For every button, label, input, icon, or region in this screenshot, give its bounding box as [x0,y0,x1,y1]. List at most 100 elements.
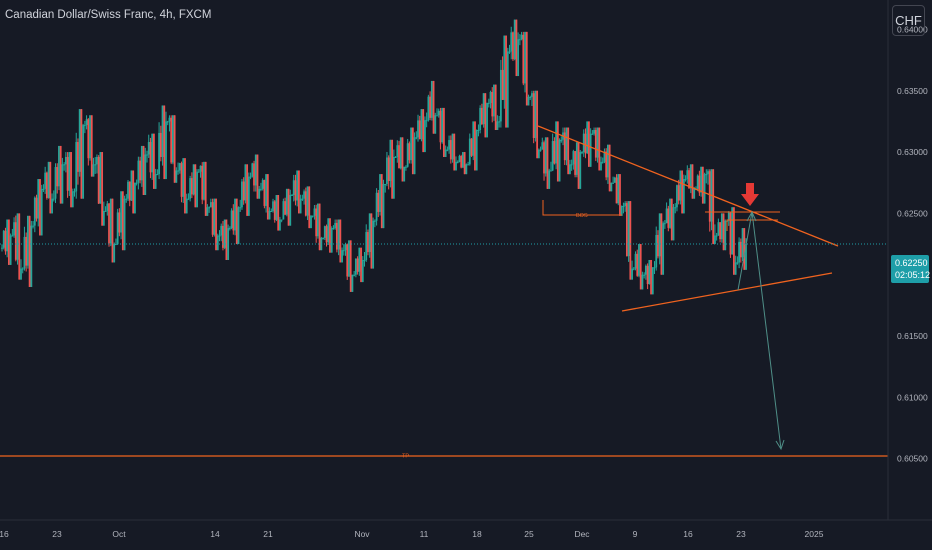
candle-body[interactable] [612,182,614,184]
candle-body[interactable] [280,219,283,221]
candle-body[interactable] [682,179,685,214]
candle-body[interactable] [332,228,335,230]
candle-body[interactable] [415,137,418,139]
candle-body[interactable] [465,164,468,175]
candle-body[interactable] [254,154,257,186]
candle-body[interactable] [14,222,17,260]
candle-body[interactable] [733,207,735,275]
candle-body[interactable] [308,186,311,229]
candle-body[interactable] [265,174,268,206]
candle-body[interactable] [627,201,630,257]
candle-body[interactable] [622,206,625,208]
candle-body[interactable] [593,130,595,134]
candle-body[interactable] [555,121,558,164]
candle-body[interactable] [16,213,19,260]
candle-body[interactable] [208,207,211,209]
candle-body[interactable] [662,223,665,275]
candle-body[interactable] [681,170,684,214]
candle-body[interactable] [270,210,273,212]
bos-line[interactable] [542,200,622,216]
candle-body[interactable] [448,140,450,150]
candle-body[interactable] [672,207,675,241]
candle-body[interactable] [643,274,646,276]
candle-body[interactable] [260,188,262,190]
candle-body[interactable] [142,145,145,195]
candle-body[interactable] [667,208,670,228]
candle-body[interactable] [624,203,627,207]
candle-body[interactable] [360,247,362,283]
candle-body[interactable] [147,142,150,155]
candle-body[interactable] [299,198,302,214]
candle-body[interactable] [470,138,473,156]
candle-body[interactable] [18,213,21,280]
candle-body[interactable] [83,125,86,127]
candle-body[interactable] [82,125,85,199]
candle-body[interactable] [149,142,152,173]
candle-body[interactable] [712,169,715,245]
candle-body[interactable] [228,228,231,230]
candle-body[interactable] [638,244,640,276]
candle-body[interactable] [669,198,671,228]
candle-body[interactable] [691,164,694,199]
candle-body[interactable] [636,253,639,276]
candle-body[interactable] [223,219,226,248]
candle-body[interactable] [132,170,135,214]
candle-body[interactable] [109,198,112,244]
candle-body[interactable] [677,185,680,201]
candle-body[interactable] [85,119,88,126]
candle-body[interactable] [316,203,319,237]
candle-body[interactable] [582,133,585,153]
candle-body[interactable] [565,127,568,161]
candle-body[interactable] [199,165,202,172]
candle-body[interactable] [130,170,133,201]
candle-body[interactable] [551,141,554,171]
candle-body[interactable] [120,191,123,233]
candle-body[interactable] [258,188,261,199]
candle-body[interactable] [161,105,164,157]
candle-body[interactable] [543,142,545,174]
candle-body[interactable] [670,198,673,241]
candle-body[interactable] [361,260,364,283]
candle-body[interactable] [168,117,171,122]
candle-body[interactable] [379,174,381,212]
candle-body[interactable] [515,19,518,77]
candle-body[interactable] [311,215,314,217]
candle-body[interactable] [436,115,438,117]
candle-body[interactable] [367,232,369,253]
candle-body[interactable] [646,265,649,285]
candle-body[interactable] [603,151,606,162]
candle-body[interactable] [80,109,83,199]
candle-body[interactable] [707,171,709,175]
candle-body[interactable] [289,195,292,226]
candle-body[interactable] [575,142,578,175]
candle-body[interactable] [163,105,166,180]
candle-body[interactable] [396,145,399,157]
resistance-box[interactable] [726,219,778,231]
candle-body[interactable] [405,166,407,168]
candle-body[interactable] [377,192,380,212]
candle-body[interactable] [187,198,190,200]
candle-body[interactable] [548,170,551,189]
candle-body[interactable] [28,215,31,287]
candle-body[interactable] [607,144,609,178]
candle-body[interactable] [536,90,539,159]
candle-body[interactable] [489,91,492,104]
candle-body[interactable] [13,222,15,236]
candle-body[interactable] [298,170,300,214]
candle-body[interactable] [73,191,76,193]
candle-body[interactable] [44,172,47,189]
candle-body[interactable] [45,172,48,198]
candle-body[interactable] [306,186,309,216]
candle-body[interactable] [406,143,409,167]
candle-body[interactable] [104,210,107,212]
candle-body[interactable] [291,195,293,196]
candle-body[interactable] [401,137,404,182]
candle-body[interactable] [411,127,414,175]
candle-body[interactable] [444,149,447,157]
candle-body[interactable] [102,210,105,226]
candle-body[interactable] [373,220,376,222]
candle-body[interactable] [689,164,692,189]
candle-body[interactable] [365,232,368,260]
candle-body[interactable] [441,107,444,143]
candle-body[interactable] [719,222,722,240]
